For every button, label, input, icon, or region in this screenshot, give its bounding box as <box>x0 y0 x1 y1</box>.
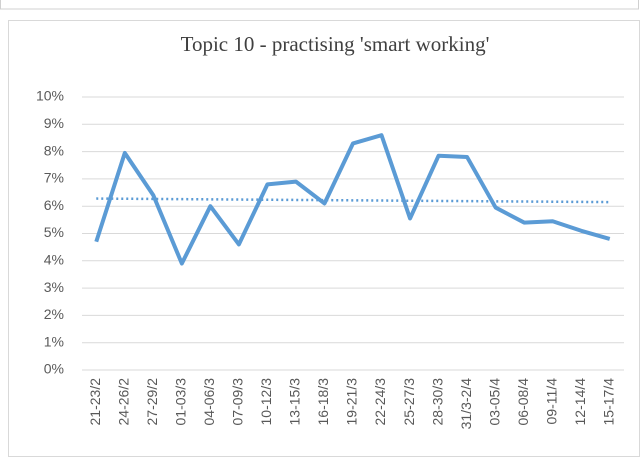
x-tick-label: 01-03/3 <box>173 378 189 426</box>
y-tick-label: 1% <box>44 333 64 349</box>
x-tick-label: 21-23/2 <box>87 378 103 426</box>
top-strip <box>0 0 639 10</box>
y-tick-label: 4% <box>44 252 64 268</box>
x-tick-label: 04-06/3 <box>201 378 217 426</box>
y-tick-label: 2% <box>44 306 64 322</box>
chart-title: Topic 10 - practising 'smart working' <box>181 32 490 56</box>
y-tick-label: 7% <box>44 170 64 186</box>
y-tick-label: 6% <box>44 197 64 213</box>
trend-line <box>96 197 610 204</box>
y-tick-label: 5% <box>44 224 64 240</box>
x-tick-label: 10-12/3 <box>258 378 274 426</box>
x-tick-label: 19-21/3 <box>344 378 360 426</box>
x-tick-label: 07-09/3 <box>230 378 246 426</box>
x-tick-label: 13-15/3 <box>287 378 303 426</box>
x-tick-label: 27-29/2 <box>144 378 160 426</box>
x-tick-label: 16-18/3 <box>315 378 331 426</box>
x-tick-label: 12-14/4 <box>572 378 588 426</box>
data-line <box>94 133 611 266</box>
y-tick-label: 9% <box>44 115 64 131</box>
x-tick-label: 09-11/4 <box>543 378 559 425</box>
y-tick-label: 10% <box>36 88 64 104</box>
x-tick-label: 25-27/3 <box>401 378 417 426</box>
x-tick-label: 31/3-2/4 <box>458 378 474 430</box>
x-tick-label: 15-17/4 <box>600 378 616 426</box>
y-tick-label: 3% <box>44 279 64 295</box>
y-tick-label: 0% <box>44 361 64 377</box>
x-tick-label: 22-24/3 <box>372 378 388 426</box>
chart-frame <box>8 20 640 457</box>
x-tick-label: 06-08/4 <box>515 378 531 426</box>
x-tick-label: 03-05/4 <box>486 378 502 426</box>
x-tick-label: 28-30/3 <box>429 378 445 426</box>
x-tick-label: 24-26/2 <box>115 378 131 426</box>
y-tick-label: 8% <box>44 142 64 158</box>
